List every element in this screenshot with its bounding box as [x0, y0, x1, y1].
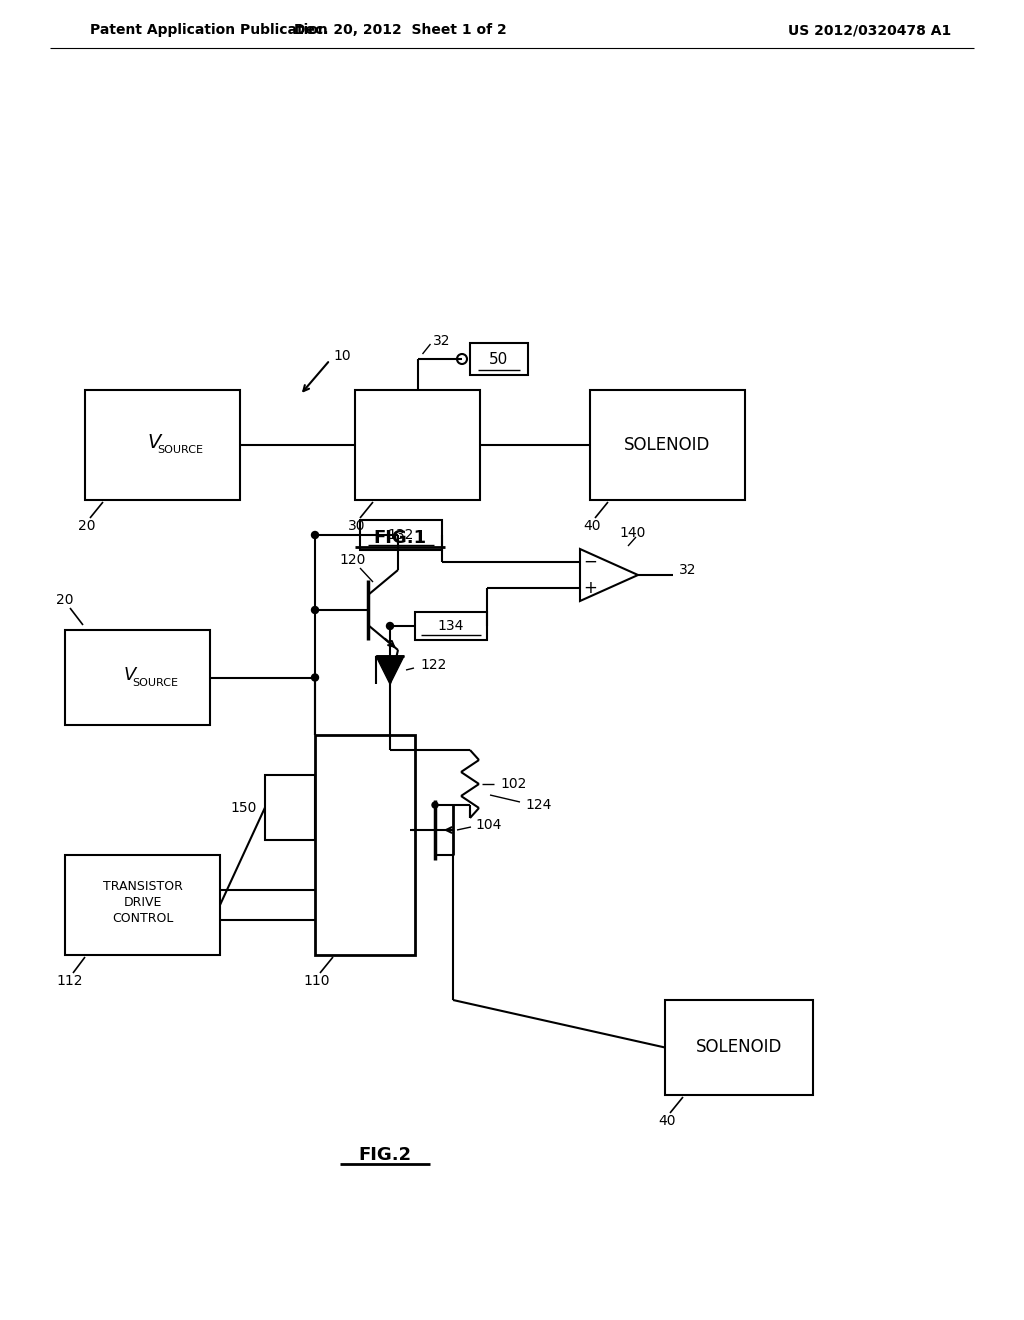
Text: −: −: [583, 553, 597, 572]
Text: 32: 32: [432, 334, 450, 348]
Text: CONTROL: CONTROL: [112, 912, 173, 925]
Bar: [315, 735, 415, 954]
Circle shape: [311, 606, 318, 614]
Text: SOURCE: SOURCE: [132, 677, 178, 688]
Text: 132: 132: [388, 528, 414, 543]
Text: 40: 40: [658, 1114, 676, 1129]
Circle shape: [432, 803, 438, 808]
Text: Dec. 20, 2012  Sheet 1 of 2: Dec. 20, 2012 Sheet 1 of 2: [294, 22, 507, 37]
Text: Patent Application Publication: Patent Application Publication: [90, 22, 328, 37]
Text: US 2012/0320478 A1: US 2012/0320478 A1: [788, 22, 951, 37]
Text: 10: 10: [333, 348, 350, 363]
Circle shape: [311, 532, 318, 539]
Bar: [65, 855, 220, 954]
Text: SOLENOID: SOLENOID: [625, 436, 711, 454]
Text: V: V: [147, 433, 161, 451]
Bar: [355, 389, 480, 500]
Bar: [65, 630, 210, 725]
Bar: [470, 343, 528, 375]
Text: FIG.1: FIG.1: [374, 529, 427, 546]
Bar: [360, 520, 442, 550]
Text: 124: 124: [525, 799, 551, 812]
Polygon shape: [376, 656, 404, 684]
Text: 104: 104: [475, 818, 502, 832]
Text: 20: 20: [56, 593, 74, 607]
Circle shape: [311, 675, 318, 681]
Circle shape: [386, 623, 393, 630]
Text: DRIVE: DRIVE: [123, 896, 162, 909]
Text: TRANSISTOR: TRANSISTOR: [102, 880, 182, 894]
Text: FIG.2: FIG.2: [358, 1146, 412, 1164]
Text: V: V: [123, 665, 136, 684]
Text: 110: 110: [304, 974, 331, 987]
Text: 30: 30: [348, 519, 366, 533]
Text: 140: 140: [620, 525, 646, 540]
Text: 20: 20: [78, 519, 96, 533]
Text: 134: 134: [438, 619, 464, 634]
Bar: [85, 389, 240, 500]
Text: 112: 112: [56, 974, 83, 987]
Bar: [590, 389, 745, 500]
Text: 32: 32: [679, 564, 696, 577]
Bar: [265, 775, 315, 840]
Text: SOLENOID: SOLENOID: [696, 1039, 782, 1056]
Text: 122: 122: [420, 657, 446, 672]
Text: 102: 102: [500, 777, 526, 791]
Text: 40: 40: [584, 519, 601, 533]
Text: SOURCE: SOURCE: [158, 445, 204, 455]
Text: 150: 150: [230, 800, 257, 814]
Bar: [665, 1001, 813, 1096]
Text: 50: 50: [489, 351, 509, 367]
Bar: [415, 612, 487, 640]
Text: +: +: [583, 579, 597, 597]
Text: 120: 120: [340, 553, 367, 568]
